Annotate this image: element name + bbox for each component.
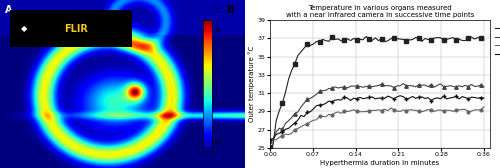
Bladder — [363, 35, 369, 37]
Liver — [267, 140, 273, 142]
Liver — [453, 86, 459, 88]
Tumor — [316, 104, 322, 106]
Text: FLIR: FLIR — [64, 24, 88, 34]
Bar — [10, 10, 132, 47]
Head — [323, 116, 329, 118]
Tumor — [397, 95, 403, 97]
Bladder — [453, 39, 459, 41]
Y-axis label: Outer temperature °C: Outer temperature °C — [248, 46, 255, 122]
Liver — [450, 85, 456, 87]
Line: Head: Head — [268, 106, 486, 142]
Head — [267, 139, 273, 141]
Liver — [385, 85, 391, 87]
Text: ◆: ◆ — [21, 24, 28, 33]
Head — [450, 110, 456, 112]
Line: Liver: Liver — [268, 82, 486, 142]
Text: 36: 36 — [214, 28, 222, 33]
Liver — [295, 111, 301, 113]
Tumor — [450, 96, 456, 98]
Liver — [400, 83, 406, 85]
Head — [332, 112, 338, 114]
Tumor — [453, 95, 459, 97]
Bladder — [450, 37, 456, 39]
Bladder — [332, 38, 338, 40]
Tumor — [267, 139, 273, 141]
Liver — [481, 86, 487, 88]
Tumor — [385, 95, 391, 97]
Bladder — [316, 40, 322, 43]
Head — [316, 115, 322, 117]
Line: Bladder: Bladder — [268, 35, 486, 148]
Text: B: B — [226, 5, 234, 15]
Line: Tumor: Tumor — [268, 94, 486, 142]
Bladder — [295, 54, 301, 56]
Tumor — [295, 119, 301, 121]
Tumor — [332, 99, 338, 101]
Bladder — [267, 145, 273, 148]
Tumor — [481, 97, 487, 99]
Head — [385, 110, 391, 112]
Liver — [316, 90, 322, 92]
Bladder — [388, 38, 394, 40]
Legend: Bladder, Liver, Head, Tumor: Bladder, Liver, Head, Tumor — [496, 26, 500, 57]
Head — [447, 109, 453, 111]
Liver — [332, 86, 338, 88]
Bladder — [481, 39, 487, 41]
Title: Temperature in various organs measured
with a near infrared camera in successive: Temperature in various organs measured w… — [286, 5, 474, 18]
Head — [481, 106, 487, 108]
Text: °C: °C — [214, 8, 221, 13]
X-axis label: Hyperthermia duration in minutes: Hyperthermia duration in minutes — [320, 160, 440, 166]
Text: 19: 19 — [214, 140, 222, 145]
Text: A: A — [5, 5, 12, 15]
